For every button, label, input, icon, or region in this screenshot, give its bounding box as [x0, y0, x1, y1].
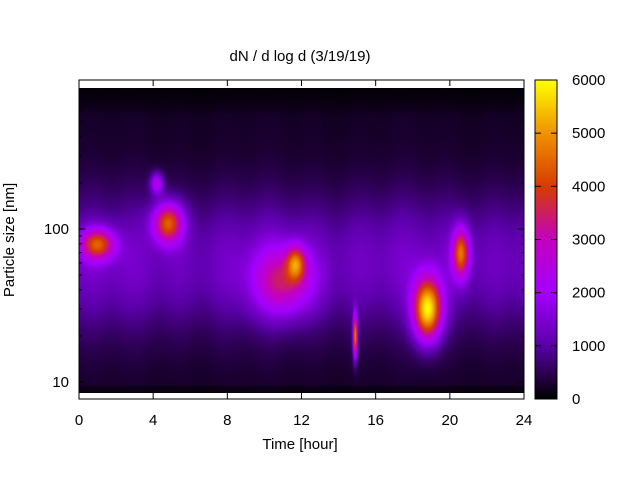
chart-title: dN / d log d (3/19/19): [230, 48, 371, 65]
colorbar-ticks: 0 1000 2000 3000 4000 5000 6000: [535, 72, 605, 408]
colorbar-tick-label: 5000: [572, 125, 605, 142]
colorbar-tick-label: 2000: [572, 285, 605, 302]
heatmap-area: [79, 88, 524, 393]
x-tick-label: 12: [293, 412, 310, 429]
x-tick-label: 8: [223, 412, 231, 429]
x-axis-ticks: 0 4 8 12 16 20 24: [75, 80, 533, 429]
colorbar-tick-label: 3000: [572, 232, 605, 249]
y-tick-label: 100: [44, 221, 69, 238]
colorbar-tick-label: 1000: [572, 338, 605, 355]
y-axis-label: Particle size [nm]: [1, 183, 18, 297]
colorbar-tick-label: 4000: [572, 178, 605, 195]
y-tick-label: 10: [52, 374, 69, 391]
colorbar-tick-label: 0: [572, 391, 580, 408]
x-tick-label: 16: [367, 412, 384, 429]
colorbar: [535, 80, 557, 399]
x-tick-label: 20: [441, 412, 458, 429]
x-tick-label: 4: [149, 412, 157, 429]
x-tick-label: 24: [516, 412, 533, 429]
x-tick-label: 0: [75, 412, 83, 429]
x-axis-label: Time [hour]: [262, 436, 337, 453]
plot-frame: [78, 79, 525, 400]
colorbar-tick-label: 6000: [572, 72, 605, 89]
